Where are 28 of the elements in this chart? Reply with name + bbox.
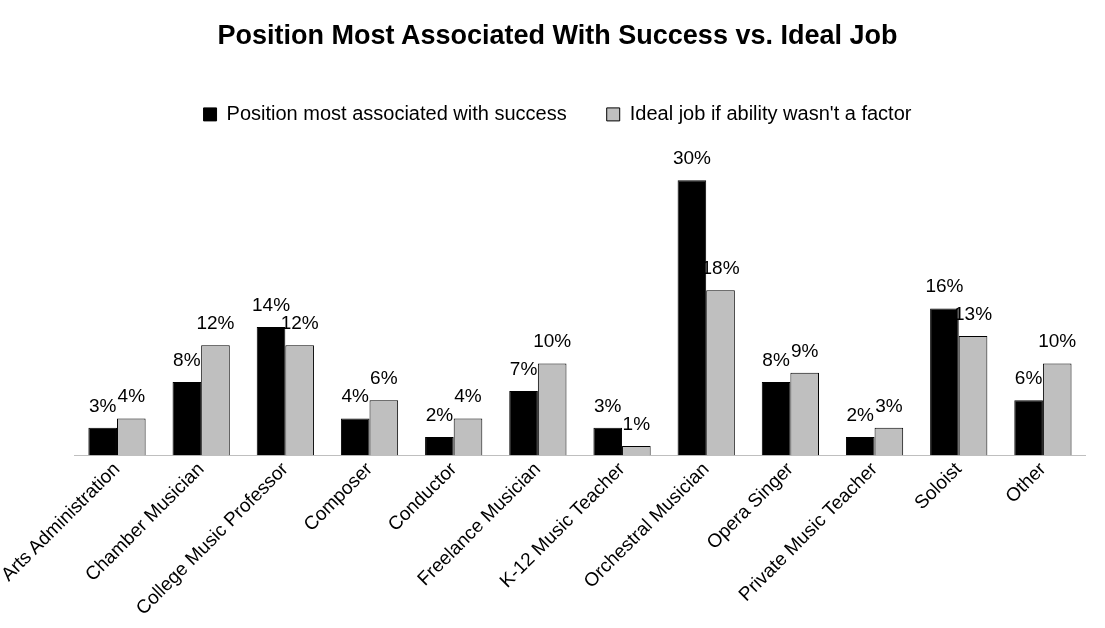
data-label: 9%: [790, 339, 819, 361]
chart-title: Position Most Associated With Success vs. Ideal Job: [217, 19, 898, 50]
data-label: 12%: [196, 312, 235, 333]
bar: [172, 381, 202, 456]
legend-label: Position most associated with success: [226, 101, 567, 124]
data-label: 7%: [509, 357, 538, 379]
data-label: 16%: [925, 275, 964, 297]
data-label: 4%: [117, 385, 146, 407]
data-label: 10%: [1038, 330, 1077, 352]
data-label: 30%: [672, 146, 712, 168]
legend-label: Ideal job if ability wasn't a factor: [629, 101, 912, 124]
bar: [761, 381, 791, 456]
data-label: 3%: [875, 394, 903, 416]
data-label: 4%: [454, 385, 482, 407]
data-label: 6%: [370, 367, 398, 388]
data-label: 2%: [425, 403, 454, 425]
data-label: 3%: [88, 394, 117, 416]
data-label: 8%: [762, 348, 790, 370]
data-label: 10%: [533, 330, 572, 352]
data-label: 8%: [173, 348, 201, 370]
data-label: 1%: [622, 412, 651, 434]
bar: [677, 180, 707, 456]
data-label: 3%: [594, 394, 622, 416]
data-label: 4%: [341, 385, 370, 407]
data-label: 12%: [280, 312, 319, 333]
data-label: 2%: [846, 403, 875, 425]
data-label: 6%: [1014, 367, 1043, 388]
data-label: 14%: [252, 293, 291, 315]
